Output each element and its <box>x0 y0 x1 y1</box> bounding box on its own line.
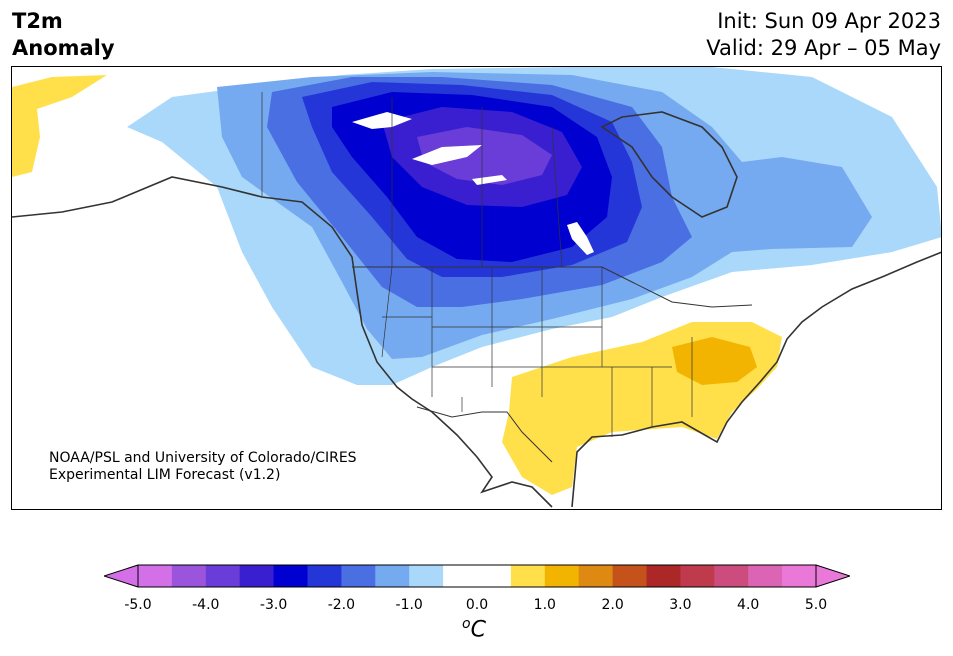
colorbar-under-triangle <box>104 565 138 587</box>
hudson-bay-shore <box>600 111 738 218</box>
warm-anomaly-alaska <box>12 75 107 177</box>
colorbar-cell <box>782 565 817 587</box>
colorbar-cell <box>612 565 648 587</box>
colorbar-cell <box>680 565 715 587</box>
colorbar-tick-label: -3.0 <box>259 597 288 613</box>
province-lines <box>261 92 563 268</box>
colorbar-cell <box>646 565 681 587</box>
colorbar <box>104 564 850 588</box>
colorbar-cell <box>273 565 309 587</box>
title-line-1: T2m <box>12 9 63 33</box>
colorbar-cell <box>510 565 546 587</box>
valid-date: Valid: 29 Apr – 05 May <box>706 36 941 60</box>
colorbar-cell <box>748 565 783 587</box>
colorbar-cell <box>443 565 478 587</box>
great-slave-lake <box>352 112 412 129</box>
colorbar-triangle-outline <box>104 564 850 588</box>
colorbar-cell <box>341 565 376 587</box>
colorbar-tick-label: -5.0 <box>124 597 152 613</box>
colorbar-cells <box>138 565 817 587</box>
credit-text: NOAA/PSL and University of Colorado/CIRE… <box>49 450 357 484</box>
great-bear-lake <box>412 145 482 165</box>
colorbar-cell <box>409 565 444 587</box>
unit-degree: o <box>462 616 471 632</box>
lake-winnipeg <box>567 222 594 255</box>
colorbar-cell <box>138 565 173 587</box>
colorbar-tick-label: 1.0 <box>533 597 556 613</box>
colorbar-cell <box>205 565 241 587</box>
map-canvas <box>12 67 941 508</box>
us-canada-border <box>352 266 753 308</box>
unit-symbol: C <box>470 617 486 643</box>
colorbar-cell <box>171 565 207 587</box>
colorbar-tick-label: 4.0 <box>737 597 760 613</box>
credit-line-1: NOAA/PSL and University of Colorado/CIRE… <box>49 450 357 466</box>
colorbar-cell <box>544 565 580 587</box>
colorbar-tick-label: -1.0 <box>395 597 423 613</box>
lake-athabasca <box>472 175 507 185</box>
colorbar-cell <box>714 565 749 587</box>
colorbar-cell <box>239 565 275 587</box>
colorbar-tick-label: 0.0 <box>465 597 489 613</box>
colorbar-cell <box>477 565 512 587</box>
coastline <box>12 176 941 508</box>
colorbar-tick-label: 2.0 <box>601 597 624 613</box>
state-lines <box>381 266 693 437</box>
us-mexico-border <box>416 406 553 463</box>
title-line-2: Anomaly <box>12 36 115 60</box>
map-title: T2m Anomaly <box>12 8 115 62</box>
credit-line-2: Experimental LIM Forecast (v1.2) <box>49 467 281 483</box>
cold-anomaly-level-7 <box>417 127 552 185</box>
colorbar-tick-label: -4.0 <box>192 597 220 613</box>
colorbar-cell <box>375 565 410 587</box>
colorbar-tick-label: -2.0 <box>327 597 356 613</box>
colorbar-tick-label: 5.0 <box>804 597 828 613</box>
colorbar-unit: oC <box>462 616 486 642</box>
forecast-dates: Init: Sun 09 Apr 2023 Valid: 29 Apr – 05… <box>706 8 941 62</box>
init-date: Init: Sun 09 Apr 2023 <box>717 9 941 33</box>
colorbar-tick-label: 3.0 <box>669 597 692 613</box>
colorbar-outline <box>137 564 817 588</box>
anomaly-map <box>11 66 942 510</box>
colorbar-over-triangle <box>816 565 850 587</box>
warm-anomaly-us-core <box>672 337 757 385</box>
colorbar-cell <box>307 565 342 587</box>
colorbar-cell <box>578 565 614 587</box>
